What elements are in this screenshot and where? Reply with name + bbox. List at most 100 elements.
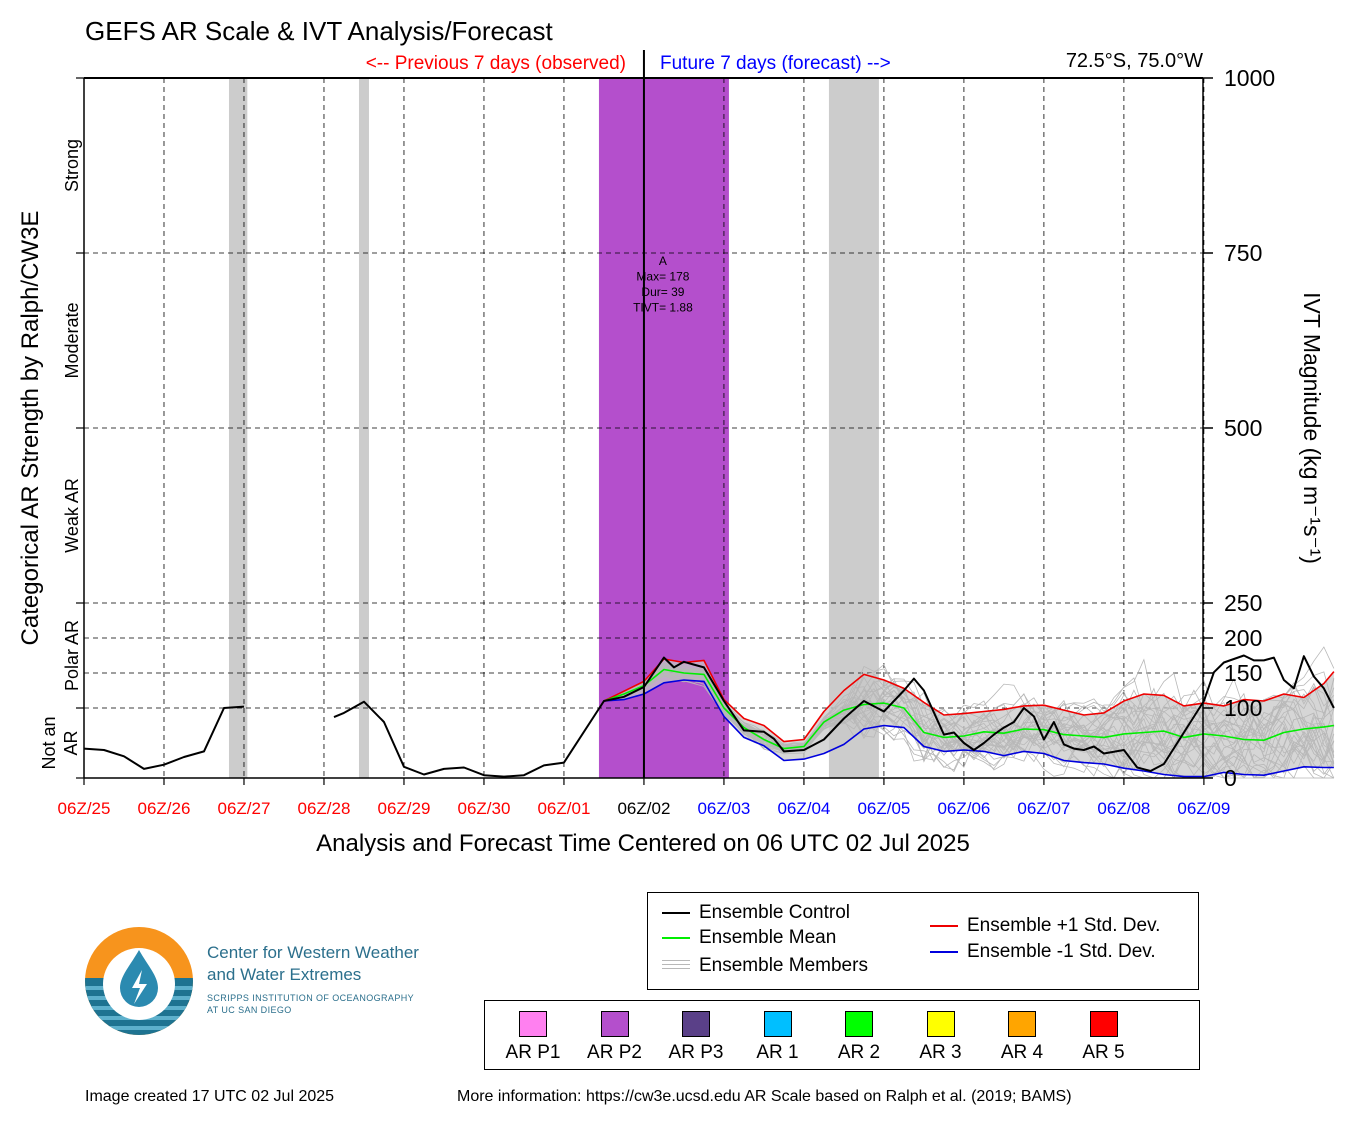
ar-category-label: AR P2: [587, 1042, 642, 1063]
ensemble-member-line: [603, 667, 1335, 775]
ar-category-item: AR 5: [1063, 1011, 1145, 1064]
legend-minus-std: Ensemble -1 Std. Dev.: [930, 941, 1156, 963]
legend-plus-swatch: [930, 925, 958, 927]
ar-category-label: AR 3: [919, 1042, 962, 1063]
x-axis-title: Analysis and Forecast Time Centered on 0…: [316, 830, 970, 857]
x-tick-label: 06Z/29: [377, 799, 430, 818]
series-lines: [83, 654, 1335, 778]
category-label: Polar AR: [62, 620, 82, 691]
x-tick-label: 06Z/08: [1097, 799, 1150, 818]
legend-minus-swatch: [930, 951, 958, 953]
ensemble-member-line: [603, 670, 1335, 779]
axes: [76, 50, 1213, 785]
x-tick-label: 06Z/07: [1017, 799, 1070, 818]
legend-members: Ensemble Members: [662, 955, 868, 977]
legend-minus-label: Ensemble -1 Std. Dev.: [967, 941, 1156, 962]
x-tick-label: 06Z/09: [1177, 799, 1230, 818]
legend-plus-label: Ensemble +1 Std. Dev.: [967, 915, 1161, 936]
ar-category-label: AR 4: [1000, 1042, 1044, 1063]
series-legend: Ensemble Control Ensemble Mean Ensemble …: [647, 892, 1199, 990]
ensemble-control-line-1: [333, 654, 1335, 778]
more-info-note: More information: https://cw3e.ucsd.edu …: [457, 1088, 1072, 1105]
ar-category-swatch: [1008, 1011, 1036, 1037]
ar-annotation-line: TIVT= 1.88: [633, 301, 693, 315]
logo-line-1: Center for Western Weather: [207, 943, 419, 962]
cw3e-logo-icon: [85, 927, 193, 1035]
legend-mean: Ensemble Mean: [662, 927, 836, 949]
ar-category-item: AR 1: [737, 1011, 819, 1064]
y-tick-label: 500: [1224, 415, 1262, 441]
ensemble-1-std-dev--line-0: [603, 658, 1335, 743]
x-tick-label: 06Z/26: [138, 799, 191, 818]
ar-category-swatch: [1089, 1011, 1118, 1037]
ensemble-mean-line-0: [603, 668, 1334, 750]
ensemble-member-line: [603, 667, 1335, 777]
chart-title: GEFS AR Scale & IVT Analysis/Forecast: [85, 16, 553, 46]
y-tick-label: 100: [1224, 695, 1262, 721]
category-label: Not an: [39, 716, 59, 769]
ar-annotation-line: Dur= 39: [641, 285, 684, 299]
x-tick-label: 06Z/02: [617, 799, 670, 818]
labels: 06Z/25 06Z/26 06Z/27 06Z/28 06Z/29 06Z/30 06Z/…: [17, 16, 1325, 857]
ar-category-item: AR 2: [818, 1011, 900, 1064]
x-tick-label: 06Z/25: [58, 799, 111, 818]
y-tick-label: 0: [1224, 765, 1237, 791]
ensemble-members: [603, 646, 1335, 779]
y-tick-label: 250: [1224, 590, 1262, 616]
cw3e-logo: Center for Western Weather and Water Ext…: [84, 926, 484, 1041]
category-label: Strong: [62, 139, 82, 192]
legend-members-label: Ensemble Members: [699, 955, 868, 976]
ensemble-member-line: [603, 669, 1335, 773]
ar-category-label: AR P1: [505, 1042, 561, 1063]
ar-category-swatch: [926, 1011, 955, 1037]
left-axis-title: Categorical AR Strength by Ralph/CW3E: [17, 211, 44, 646]
ar-annotation-line: Max= 178: [636, 270, 689, 284]
logo-line-3: SCRIPPS INSTITUTION OF OCEANOGRAPHY: [207, 993, 415, 1003]
x-tick-label: 06Z/05: [857, 799, 910, 818]
ar-category-label: AR 5: [1082, 1042, 1125, 1063]
ar-category-swatch: [845, 1011, 873, 1037]
ar-category-label: AR 2: [837, 1042, 881, 1063]
image-created-note: Image created 17 UTC 02 Jul 2025: [85, 1088, 335, 1105]
ar-category-swatch: [763, 1011, 792, 1037]
ar-category-legend: AR P1 AR P2 AR P3 AR 1 AR 2 AR 3 AR 4 AR 5: [484, 1000, 1200, 1070]
x-tick-label: 06Z/27: [218, 799, 271, 818]
legend-mean-swatch: [662, 937, 690, 939]
category-label: Moderate: [62, 302, 82, 378]
ensemble-member-line: [603, 662, 1335, 757]
ar-annotation-line: A: [659, 254, 667, 268]
legend-control-label: Ensemble Control: [699, 902, 851, 923]
ivt-chart: 06Z/25 06Z/26 06Z/27 06Z/28 06Z/29 06Z/30 06Z/…: [17, 16, 1335, 857]
future-days-label: Future 7 days (forecast) -->: [660, 53, 891, 74]
ar-category-swatch: [682, 1011, 710, 1037]
legend-control-swatch: [662, 912, 690, 914]
ar-category-swatch: [600, 1011, 629, 1037]
x-tick-label: 06Z/04: [777, 799, 830, 818]
ensemble-control-line-0: [83, 705, 245, 770]
ar-category-swatch: [519, 1011, 547, 1037]
x-tick-label: 06Z/03: [697, 799, 750, 818]
y-tick-label: 750: [1224, 240, 1262, 266]
x-tick-label: 06Z/06: [937, 799, 990, 818]
x-tick-label: 06Z/28: [298, 799, 351, 818]
ar-category-item: AR P3: [655, 1011, 737, 1064]
legend-members-swatch: [662, 960, 690, 972]
category-label: AR: [61, 730, 81, 755]
logo-line-4: AT UC SAN DIEGO: [207, 1005, 292, 1015]
ar-category-item: AR P1: [492, 1011, 574, 1064]
ar-category-item: AR P2: [574, 1011, 656, 1064]
x-tick-label: 06Z/30: [457, 799, 510, 818]
ar-category-item: AR 4: [981, 1011, 1063, 1064]
ar-category-item: AR 3: [900, 1011, 982, 1064]
legend-control: Ensemble Control: [662, 902, 850, 924]
logo-line-2: and Water Extremes: [207, 965, 362, 984]
previous-days-label: <-- Previous 7 days (observed): [366, 53, 626, 74]
y-tick-label: 200: [1224, 625, 1262, 651]
category-label: Weak AR: [62, 478, 82, 553]
right-axis-title: IVT Magnitude (kg m⁻¹s⁻¹): [1299, 292, 1325, 564]
x-tick-label: 06Z/01: [537, 799, 590, 818]
y-tick-label: 1000: [1224, 65, 1275, 91]
ar-category-label: AR P3: [668, 1042, 724, 1063]
y-tick-label: 150: [1224, 660, 1262, 686]
ar-category-label: AR 1: [756, 1042, 799, 1063]
